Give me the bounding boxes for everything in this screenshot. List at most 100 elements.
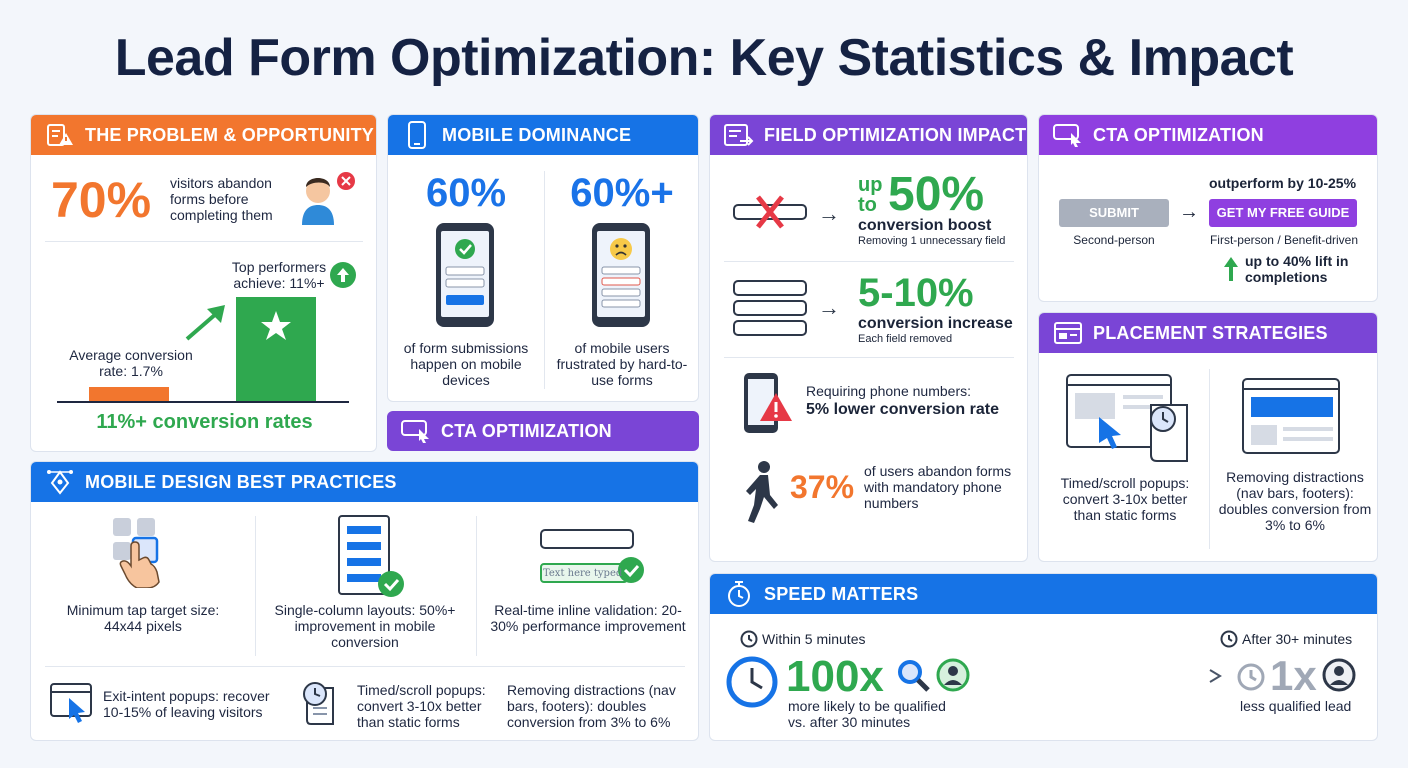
single-column-text: Single-column layouts: 50%+ improvement … bbox=[274, 602, 456, 650]
less-qualified-text: less qualified lead bbox=[1240, 698, 1352, 714]
conversion-boost-text: conversion boost bbox=[858, 217, 992, 234]
problem-header-label: THE PROBLEM & OPPORTUNITY bbox=[85, 124, 375, 145]
placement-header-label: PLACEMENT STRATEGIES bbox=[1093, 322, 1328, 343]
arrow-right-2: → bbox=[818, 295, 840, 320]
first-person-caption: First-person / Benefit-driven bbox=[1209, 233, 1359, 247]
clock-large-icon bbox=[726, 656, 778, 708]
field-header-label: FIELD OPTIMIZATION IMPACT bbox=[764, 124, 1027, 145]
within-five-label: Within 5 minutes bbox=[762, 631, 866, 647]
cta-header-label: CTA OPTIMIZATION bbox=[1093, 124, 1264, 145]
lift-text: up to 40% lift in completions bbox=[1245, 253, 1349, 285]
clock-small-icon bbox=[740, 630, 758, 648]
phone-icon bbox=[402, 121, 432, 149]
phone-lower-conversion: 5% lower conversion rate bbox=[806, 401, 999, 418]
mobile-left-stat: 60% bbox=[425, 171, 507, 215]
arrow-right-cta: → bbox=[1179, 201, 1199, 223]
top-performers-label: Top performers achieve: 11%+ bbox=[231, 259, 327, 291]
problem-card: THE PROBLEM & OPPORTUNITY 70% visitors a… bbox=[30, 114, 377, 452]
growth-arrow-icon bbox=[183, 303, 229, 343]
timeline-arrow bbox=[988, 668, 1224, 684]
cta-mid-header-label: CTA OPTIMIZATION bbox=[441, 420, 612, 441]
phone-frustrated-icon bbox=[590, 221, 652, 329]
clock-small-icon-right bbox=[1220, 630, 1238, 648]
frustrated-user-icon bbox=[296, 169, 356, 225]
hundred-x-stat: 100x bbox=[786, 652, 884, 701]
field-header: FIELD OPTIMIZATION IMPACT bbox=[710, 115, 1027, 155]
placement-header: PLACEMENT STRATEGIES bbox=[1039, 313, 1377, 353]
arrow-right-1: → bbox=[818, 201, 840, 226]
thirty-seven-stat: 37% bbox=[790, 469, 855, 505]
average-bar bbox=[89, 387, 169, 401]
remove-field-subtext: Removing 1 unnecessary field bbox=[858, 235, 1006, 247]
magnifier-icon bbox=[896, 658, 932, 694]
clock-gray-icon bbox=[1236, 662, 1266, 692]
conversion-increase-text: conversion increase bbox=[858, 315, 1013, 332]
second-person-caption: Second-person bbox=[1073, 233, 1155, 247]
cta-card: CTA OPTIMIZATION outperform by 10-25% SU… bbox=[1038, 114, 1378, 302]
timed-popups-placement-text: Timed/scroll popups: convert 3-10x bette… bbox=[1060, 475, 1190, 523]
speed-header-label: SPEED MATTERS bbox=[764, 583, 919, 604]
qualified-text: more likely to be qualified vs. after 30… bbox=[788, 698, 946, 730]
inline-validation-icon bbox=[539, 528, 649, 588]
layout-icon bbox=[1053, 319, 1083, 347]
user-check-icon bbox=[936, 658, 970, 692]
arrow-up-circle-icon bbox=[329, 261, 357, 289]
page-title: Lead Form Optimization: Key Statistics &… bbox=[114, 29, 1294, 87]
placement-card: PLACEMENT STRATEGIES Timed/scroll popups… bbox=[1038, 312, 1378, 562]
validation-field-text: Text here typed bbox=[543, 568, 623, 579]
one-x-stat: 1x bbox=[1270, 652, 1317, 699]
phone-warning-icon bbox=[742, 371, 794, 435]
tap-target-icon bbox=[111, 516, 169, 588]
cta-mid-card: CTA OPTIMIZATION bbox=[387, 411, 699, 451]
mobile-left-text: of form submissions happen on mobile dev… bbox=[403, 340, 529, 388]
user-gray-icon bbox=[1322, 658, 1356, 692]
timer-scroll-icon bbox=[301, 680, 341, 728]
design-pen-icon bbox=[45, 468, 75, 496]
to-text: to bbox=[858, 194, 877, 216]
each-field-subtext: Each field removed bbox=[858, 333, 953, 345]
average-label: Average conversion rate: 1.7% bbox=[69, 347, 193, 379]
cursor-window-icon bbox=[401, 417, 431, 445]
five-ten-stat: 5-10% bbox=[858, 271, 974, 315]
mobile-right-stat: 60%+ bbox=[570, 171, 674, 215]
remove-distractions-placement-text: Removing distractions (nav bars, footers… bbox=[1218, 469, 1372, 533]
submit-button[interactable]: SUBMIT bbox=[1059, 199, 1169, 227]
inline-validation-text: Real-time inline validation: 20-30% perf… bbox=[490, 602, 686, 634]
phone-required-text: Requiring phone numbers: bbox=[806, 383, 971, 399]
free-guide-button[interactable]: GET MY FREE GUIDE bbox=[1209, 199, 1357, 227]
speed-header: SPEED MATTERS bbox=[710, 574, 1377, 614]
timed-popups-text: Timed/scroll popups: convert 3-10x bette… bbox=[357, 682, 486, 730]
exit-intent-text: Exit-intent popups: recover 10-15% of le… bbox=[103, 688, 270, 720]
cta-mid-header: CTA OPTIMIZATION bbox=[387, 411, 699, 451]
remove-distractions-text: Removing distractions (nav bars, footers… bbox=[507, 682, 676, 730]
single-column-form-icon bbox=[337, 514, 405, 600]
tap-target-text: Minimum tap target size: 44x44 pixels bbox=[66, 602, 220, 634]
outperform-text: outperform by 10-25% bbox=[1209, 175, 1357, 191]
best-practices-header-label: MOBILE DESIGN BEST PRACTICES bbox=[85, 471, 397, 492]
top-bar bbox=[236, 297, 316, 401]
field-card: FIELD OPTIMIZATION IMPACT → up to 50% co… bbox=[709, 114, 1028, 562]
form-warning-icon bbox=[45, 121, 75, 149]
up-text: up bbox=[858, 174, 883, 196]
stopwatch-icon bbox=[724, 580, 754, 608]
cta-header: CTA OPTIMIZATION bbox=[1039, 115, 1377, 155]
problem-header: THE PROBLEM & OPPORTUNITY bbox=[31, 115, 376, 155]
mobile-right-text: of mobile users frustrated by hard-to-us… bbox=[556, 340, 688, 388]
abandon-phone-text: of users abandon forms with mandatory ph… bbox=[864, 463, 1012, 511]
best-practices-header: MOBILE DESIGN BEST PRACTICES bbox=[31, 462, 698, 502]
timed-popup-icon bbox=[1065, 373, 1191, 465]
mobile-header: MOBILE DOMINANCE bbox=[388, 115, 698, 155]
speed-card: SPEED MATTERS Within 5 minutes 100x more… bbox=[709, 573, 1378, 741]
abandon-text: visitors abandon forms before completing… bbox=[170, 175, 273, 223]
form-arrow-icon bbox=[724, 121, 754, 149]
abandon-stat: 70% bbox=[51, 172, 152, 228]
best-practices-card: MOBILE DESIGN BEST PRACTICES Minimum tap… bbox=[30, 461, 699, 741]
field-stack-icon bbox=[732, 279, 808, 339]
cursor-window-icon bbox=[1053, 121, 1083, 149]
up-arrow-icon bbox=[1223, 255, 1239, 283]
mobile-header-label: MOBILE DOMINANCE bbox=[442, 124, 632, 145]
exit-intent-icon bbox=[49, 682, 95, 724]
fifty-percent-stat: 50% bbox=[888, 168, 985, 221]
phone-check-icon bbox=[434, 221, 496, 329]
mobile-card: MOBILE DOMINANCE 60% of form submissions… bbox=[387, 114, 699, 402]
